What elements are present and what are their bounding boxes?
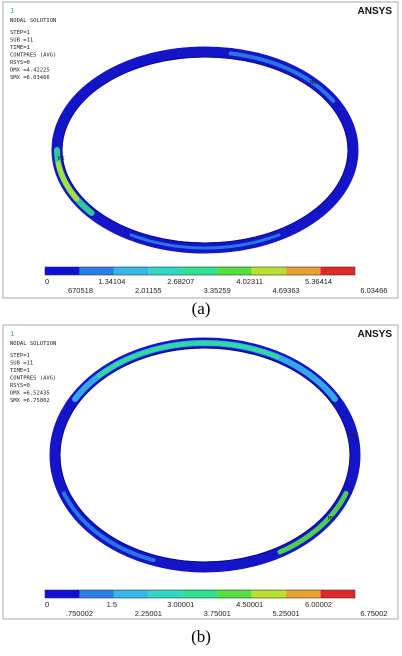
- header-line: SMX =6.75002: [10, 398, 50, 404]
- legend-swatch: [182, 267, 218, 275]
- legend-label: 3.35259: [204, 286, 231, 295]
- legend-swatch: [148, 267, 183, 275]
- contour-patch: [55, 161, 80, 202]
- legend-swatch: [286, 590, 321, 598]
- caption: (a): [192, 299, 211, 318]
- legend-swatch: [45, 590, 80, 598]
- legend-swatch: [251, 267, 287, 275]
- header-line: DMX =4.42225: [10, 68, 50, 74]
- logo: 1: [10, 330, 14, 338]
- legend-label: 1.5: [107, 600, 117, 609]
- header-line: SUB =11: [10, 361, 33, 367]
- legend-swatch: [320, 590, 355, 598]
- legend-label: 4.69363: [273, 286, 300, 295]
- header-title: NODAL SOLUTION: [10, 18, 56, 24]
- legend-label: .670518: [66, 286, 93, 295]
- legend-label: 6.75002: [360, 609, 387, 618]
- legend-swatch: [79, 267, 114, 275]
- legend-label: 1.34104: [98, 277, 125, 286]
- contour-patch: [96, 341, 280, 378]
- header-line: CONTPRES (AVG): [10, 376, 56, 382]
- legend-swatch: [113, 267, 149, 275]
- legend-swatch: [113, 590, 149, 598]
- header-line: TIME=1: [10, 368, 30, 374]
- legend-label: 0: [45, 600, 49, 609]
- contour-patch: [62, 491, 156, 563]
- caption: (b): [191, 627, 211, 646]
- contour-patch: [228, 51, 336, 103]
- extreme-marker: MX: [328, 516, 335, 522]
- header-line: STEP=1: [10, 353, 30, 359]
- legend-swatch: [79, 590, 114, 598]
- legend-swatch: [148, 590, 183, 598]
- header-line: TIME=1: [10, 45, 30, 51]
- brand: ANSYS: [358, 6, 393, 17]
- header-line: RSYS=0: [10, 383, 30, 389]
- ring-edge: [61, 56, 349, 244]
- legend-swatch: [45, 267, 80, 275]
- legend-swatch: [217, 267, 252, 275]
- legend-swatch: [251, 590, 287, 598]
- legend-swatch: [286, 267, 321, 275]
- legend-label: 4.02311: [236, 277, 263, 286]
- legend-frame: [44, 589, 356, 599]
- legend-label: .750002: [66, 609, 93, 618]
- brand: ANSYS: [358, 329, 393, 340]
- legend-label: 0: [45, 277, 49, 286]
- legend-swatch: [320, 267, 355, 275]
- legend-label: 5.25001: [273, 609, 300, 618]
- header-line: CONTPRES (AVG): [10, 53, 56, 59]
- legend-frame: [44, 266, 356, 276]
- header-line: DMX =6.52435: [10, 391, 50, 397]
- header-line: RSYS=0: [10, 60, 30, 66]
- legend-label: 2.01155: [135, 286, 162, 295]
- header-line: SUB =11: [10, 38, 33, 44]
- contour-patch: [277, 490, 349, 555]
- contour-patch: [129, 233, 281, 250]
- legend-label: 4.50001: [236, 600, 263, 609]
- header-title: NODAL SOLUTION: [10, 341, 56, 347]
- ring-edge: [59, 347, 351, 563]
- legend-swatch: [182, 590, 218, 598]
- legend-label: 5.36414: [305, 277, 332, 286]
- legend-label: 6.00002: [305, 600, 332, 609]
- header-line: SMX =6.03466: [10, 75, 50, 81]
- legend-label: 2.68207: [167, 277, 194, 286]
- logo: 1: [10, 7, 14, 15]
- extreme-marker: MN: [350, 433, 357, 439]
- legend-label: 6.03466: [360, 286, 387, 295]
- extreme-marker: MN: [310, 80, 317, 86]
- header-line: STEP=1: [10, 30, 30, 36]
- legend-label: 3.75001: [204, 609, 231, 618]
- legend-swatch: [217, 590, 252, 598]
- legend-label: 3.00001: [167, 600, 194, 609]
- legend-label: 2.25001: [135, 609, 162, 618]
- extreme-marker: MX: [58, 156, 65, 162]
